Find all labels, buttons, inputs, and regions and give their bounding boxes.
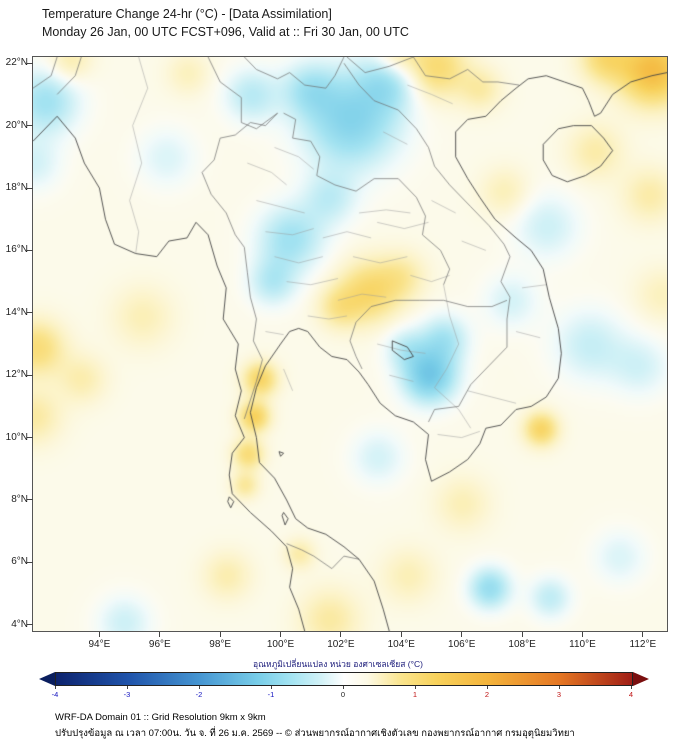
footer-thai-credit: ปรับปรุงข้อมูล ณ เวลา 07:00น. วัน จ. ที่… (55, 728, 575, 739)
x-tick-mark (340, 632, 342, 637)
colorbar-tick-mark (630, 686, 632, 689)
colorbar-left-arrow-icon (39, 672, 55, 686)
x-tick-mark (98, 632, 100, 637)
y-tick-mark (27, 499, 33, 501)
y-tick-label: 20°N (5, 119, 28, 131)
x-tick-mark (642, 632, 644, 637)
x-tick-label: 110°E (569, 639, 596, 650)
colorbar-tick-label: -1 (267, 690, 275, 699)
colorbar-tick-mark (126, 686, 128, 689)
colorbar-right-arrow-icon (633, 672, 649, 686)
x-tick-mark (159, 632, 161, 637)
colorbar-tick-label: 0 (340, 690, 346, 699)
y-tick-mark (27, 187, 33, 189)
colorbar-tick-label: 2 (484, 690, 490, 699)
x-tick-mark (461, 632, 463, 637)
x-tick-label: 100°E (266, 639, 295, 650)
page-subtitle: Monday 26 Jan, 00 UTC FCST+096, Valid at… (42, 25, 409, 39)
colorbar-tick-mark (414, 686, 416, 689)
y-tick-label: 14°N (5, 306, 28, 318)
x-tick-label: 94°E (88, 639, 111, 650)
x-tick-label: 98°E (209, 639, 232, 650)
footer-model-info: WRF-DA Domain 01 :: Grid Resolution 9km … (55, 712, 266, 723)
colorbar-tick-mark (486, 686, 488, 689)
colorbar-tick-mark (54, 686, 56, 689)
x-tick-label: 104°E (387, 639, 415, 650)
y-tick-label: 22°N (5, 57, 28, 69)
x-tick-mark (581, 632, 583, 637)
y-tick-mark (27, 312, 33, 314)
x-tick-label: 112°E (629, 639, 657, 650)
y-tick-mark (27, 624, 33, 626)
x-tick-mark (280, 632, 282, 637)
y-tick-mark (27, 374, 33, 376)
y-tick-label: 6°N (11, 556, 28, 568)
colorbar-tick-mark (342, 686, 344, 689)
colorbar-tick-label: 1 (412, 690, 418, 699)
colorbar-tick-label: 3 (556, 690, 562, 699)
y-tick-label: 12°N (5, 369, 28, 381)
y-tick-mark (27, 62, 33, 64)
y-tick-mark (27, 437, 33, 439)
colorbar-tick-mark (198, 686, 200, 689)
colorbar (39, 672, 649, 686)
x-tick-mark (400, 632, 402, 637)
y-tick-label: 18°N (5, 182, 28, 194)
x-tick-label: 108°E (508, 639, 536, 650)
colorbar-tick-mark (558, 686, 560, 689)
x-tick-label: 96°E (148, 639, 171, 650)
colorbar-tick-label: -4 (51, 690, 59, 699)
x-tick-mark (219, 632, 221, 637)
colorbar-tick-label: 4 (628, 690, 634, 699)
colorbar-tick-label: -3 (123, 690, 131, 699)
page-title: Temperature Change 24-hr (°C) - [Data As… (42, 7, 332, 21)
weather-map-canvas (33, 57, 667, 631)
y-tick-mark (27, 561, 33, 563)
colorbar-label: อุณหภูมิเปลี่ยนแปลง หน่วย องศาเซลเซียส (… (253, 659, 423, 669)
map-frame (32, 56, 668, 632)
colorbar-tick-mark (270, 686, 272, 689)
colorbar-gradient (55, 672, 633, 686)
y-tick-label: 4°N (11, 618, 28, 630)
y-tick-mark (27, 125, 33, 127)
y-tick-label: 10°N (5, 431, 28, 443)
x-tick-label: 102°E (327, 639, 355, 650)
x-tick-label: 106°E (448, 639, 476, 650)
colorbar-tick-label: -2 (195, 690, 203, 699)
y-tick-label: 16°N (5, 244, 28, 256)
y-tick-label: 8°N (11, 493, 28, 505)
x-tick-mark (521, 632, 523, 637)
y-tick-mark (27, 249, 33, 251)
